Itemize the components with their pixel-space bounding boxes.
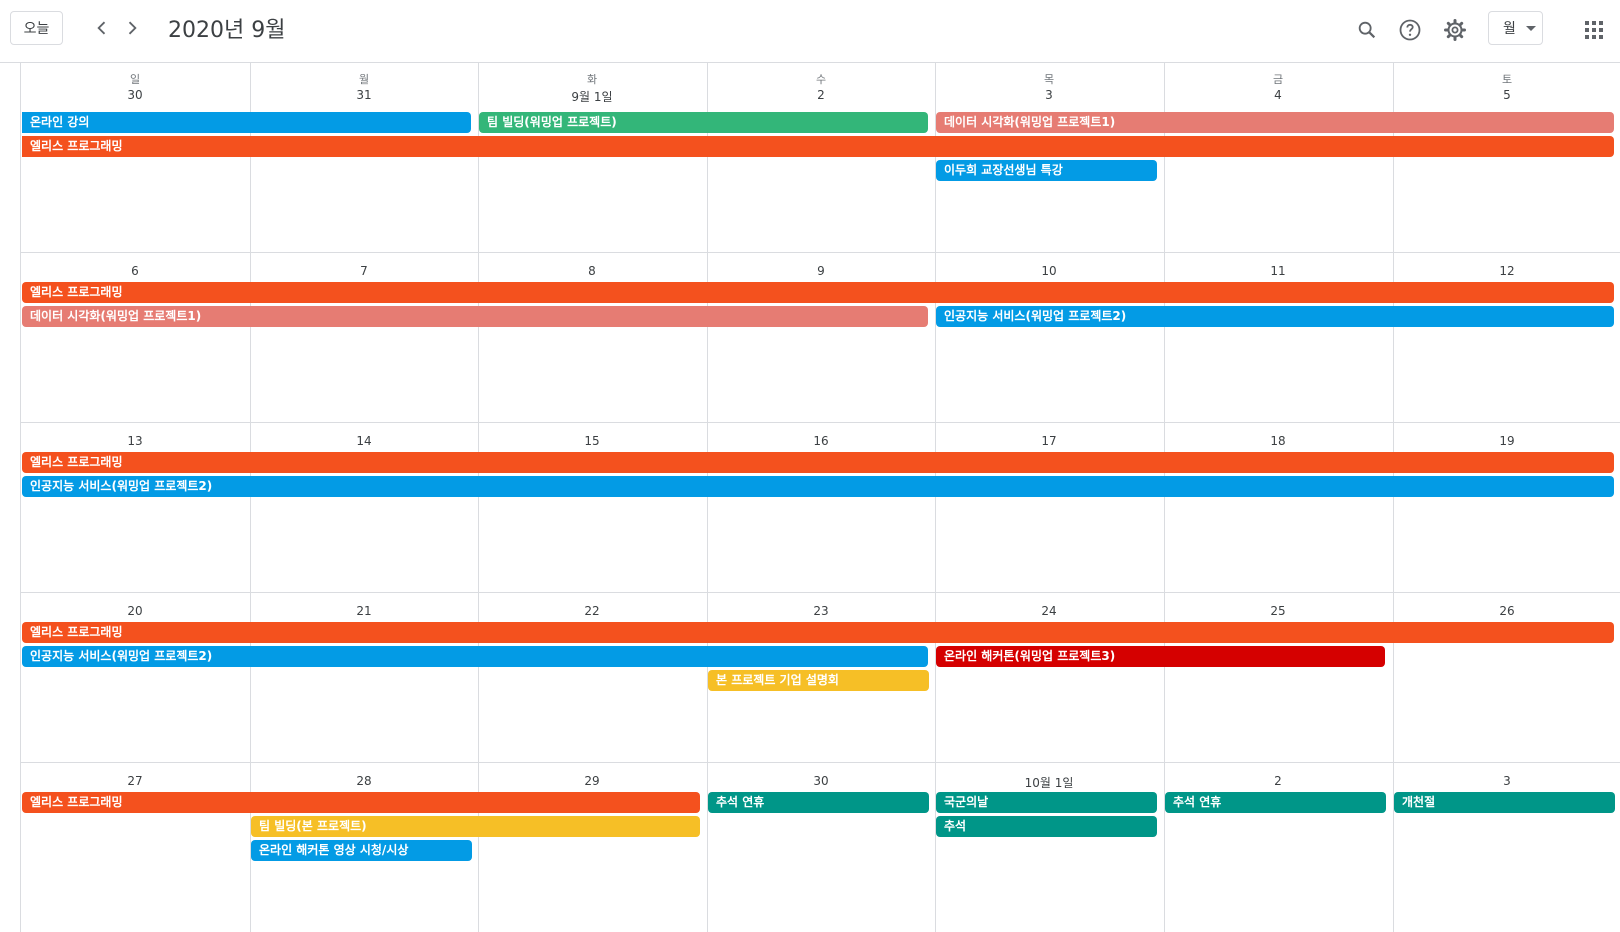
- day-number[interactable]: 23: [813, 604, 829, 618]
- chevron-right-icon: [128, 21, 137, 35]
- day-number[interactable]: 15: [584, 434, 600, 448]
- day-number[interactable]: 2: [817, 88, 825, 102]
- row-divider: [21, 252, 1620, 253]
- apps-button[interactable]: [1578, 14, 1610, 46]
- day-number[interactable]: 9: [817, 264, 825, 278]
- column-divider: [1393, 62, 1394, 932]
- day-number[interactable]: 26: [1499, 604, 1515, 618]
- apps-grid-icon: [1585, 21, 1603, 39]
- day-number[interactable]: 19: [1499, 434, 1515, 448]
- event-chip[interactable]: 개천절: [1394, 792, 1615, 813]
- day-number[interactable]: 12: [1499, 264, 1515, 278]
- event-chip[interactable]: 인공지능 서비스(워밍업 프로젝트2): [22, 476, 1614, 497]
- month-grid: 일 월 화 수 목 금 토 30 31 9월 1일 2 3 4 5 온라인 강의 팀 빌딩(워밍업 프로젝트)…: [20, 62, 1620, 932]
- day-number[interactable]: 7: [360, 264, 368, 278]
- day-number[interactable]: 24: [1041, 604, 1057, 618]
- event-chip[interactable]: 팀 빌딩(본 프로젝트): [251, 816, 700, 837]
- day-number[interactable]: 11: [1270, 264, 1286, 278]
- view-switcher-label: 월: [1503, 21, 1516, 37]
- day-number[interactable]: 31: [356, 88, 372, 102]
- day-number[interactable]: 30: [127, 88, 143, 102]
- event-chip[interactable]: 팀 빌딩(워밍업 프로젝트): [479, 112, 928, 133]
- day-number[interactable]: 28: [356, 774, 372, 788]
- day-number[interactable]: 3: [1045, 88, 1053, 102]
- event-chip[interactable]: 엘리스 프로그래밍: [22, 622, 1614, 643]
- event-chip[interactable]: 엘리스 프로그래밍: [22, 136, 1614, 157]
- weekday-header: 월: [358, 73, 370, 86]
- event-chip[interactable]: 추석: [936, 816, 1157, 837]
- event-chip[interactable]: 데이터 시각화(워밍업 프로젝트1): [936, 112, 1614, 133]
- day-number[interactable]: 17: [1041, 434, 1057, 448]
- event-chip[interactable]: 추석 연휴: [708, 792, 929, 813]
- day-number[interactable]: 22: [584, 604, 600, 618]
- day-number[interactable]: 4: [1274, 88, 1282, 102]
- column-divider: [250, 62, 251, 932]
- help-button[interactable]: [1394, 14, 1426, 46]
- day-number[interactable]: 8: [588, 264, 596, 278]
- event-chip[interactable]: 온라인 해커톤(워밍업 프로젝트3): [936, 646, 1385, 667]
- row-divider: [21, 592, 1620, 593]
- day-number[interactable]: 29: [584, 774, 600, 788]
- weekday-header: 금: [1272, 73, 1284, 86]
- event-chip[interactable]: 인공지능 서비스(워밍업 프로젝트2): [22, 646, 928, 667]
- day-number[interactable]: 14: [356, 434, 372, 448]
- column-divider: [478, 62, 479, 932]
- day-number[interactable]: 20: [127, 604, 143, 618]
- search-icon: [1358, 21, 1376, 39]
- column-divider: [1164, 62, 1165, 932]
- event-chip[interactable]: 엘리스 프로그래밍: [22, 282, 1614, 303]
- column-divider: [707, 62, 708, 932]
- column-divider: [935, 62, 936, 932]
- day-number[interactable]: 6: [131, 264, 139, 278]
- event-chip[interactable]: 온라인 해커톤 영상 시청/시상: [251, 840, 472, 861]
- event-chip[interactable]: 온라인 강의: [22, 112, 471, 133]
- event-chip[interactable]: 엘리스 프로그래밍: [22, 792, 700, 813]
- day-number[interactable]: 10: [1041, 264, 1057, 278]
- day-number[interactable]: 25: [1270, 604, 1286, 618]
- row-divider: [21, 422, 1620, 423]
- weekday-header: 토: [1501, 73, 1513, 86]
- event-chip[interactable]: 추석 연휴: [1165, 792, 1386, 813]
- top-app-bar: 오늘 2020년 9월 월: [0, 0, 1620, 63]
- weekday-header: 목: [1043, 73, 1055, 86]
- day-number[interactable]: 27: [127, 774, 143, 788]
- today-button[interactable]: 오늘: [10, 11, 63, 45]
- day-number[interactable]: 3: [1503, 774, 1511, 788]
- day-number[interactable]: 10월 1일: [1024, 776, 1074, 790]
- help-icon: [1399, 19, 1421, 41]
- row-divider: [21, 762, 1620, 763]
- weekday-header: 화: [586, 73, 598, 86]
- event-chip[interactable]: 데이터 시각화(워밍업 프로젝트1): [22, 306, 928, 327]
- event-chip[interactable]: 엘리스 프로그래밍: [22, 452, 1614, 473]
- weekday-header: 일: [129, 73, 141, 86]
- chevron-left-icon: [97, 21, 106, 35]
- day-number[interactable]: 5: [1503, 88, 1511, 102]
- caret-down-icon: [1525, 25, 1536, 31]
- event-chip[interactable]: 인공지능 서비스(워밍업 프로젝트2): [936, 306, 1614, 327]
- day-number[interactable]: 18: [1270, 434, 1286, 448]
- view-switcher-dropdown[interactable]: 월: [1488, 11, 1543, 45]
- day-number[interactable]: 21: [356, 604, 372, 618]
- settings-button[interactable]: [1439, 14, 1471, 46]
- next-month-button[interactable]: [118, 14, 146, 42]
- event-chip[interactable]: 국군의날: [936, 792, 1157, 813]
- day-number[interactable]: 30: [813, 774, 829, 788]
- day-number[interactable]: 9월 1일: [571, 90, 613, 104]
- day-number[interactable]: 13: [127, 434, 143, 448]
- weekday-header: 수: [815, 73, 827, 86]
- day-number[interactable]: 16: [813, 434, 829, 448]
- event-chip[interactable]: 본 프로젝트 기업 설명회: [708, 670, 929, 691]
- search-button[interactable]: [1351, 14, 1383, 46]
- gear-icon: [1444, 19, 1466, 41]
- current-month-title: 2020년 9월: [168, 18, 286, 43]
- prev-month-button[interactable]: [88, 14, 116, 42]
- event-chip[interactable]: 이두희 교장선생님 특강: [936, 160, 1157, 181]
- day-number[interactable]: 2: [1274, 774, 1282, 788]
